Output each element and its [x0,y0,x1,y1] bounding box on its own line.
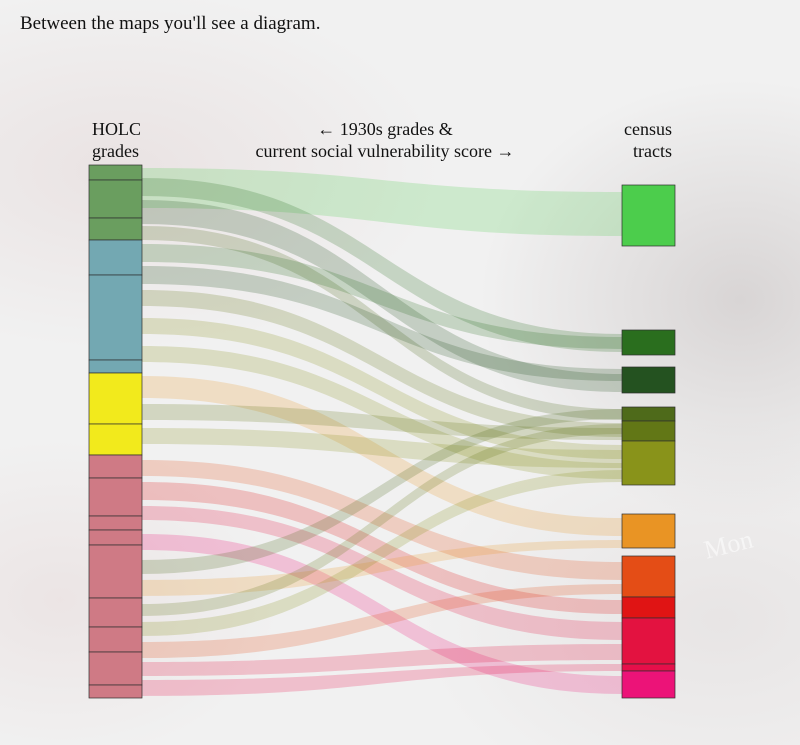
sankey-flows [142,168,622,696]
census-tract-nodes [621,184,676,699]
sankey-flow [142,346,622,479]
census-tract-segment [621,513,676,549]
sankey-flow [142,428,622,468]
census-tracts-header: census tracts [560,118,672,162]
census-tract-segment [621,406,676,422]
sankey-flow [142,424,622,616]
sankey-flow [142,178,622,352]
holc-grade-segment [88,544,143,599]
census-tract-segment [621,440,676,486]
holc-grade-segment [88,477,143,517]
sankey-flow [142,244,622,349]
sankey-flow [142,664,622,696]
holc-grade-segment [88,529,143,546]
holc-grade-segment [88,626,143,653]
census-tract-segment [621,420,676,442]
sankey-flow [142,506,622,640]
census-tract-segment [621,663,676,672]
census-tract-segment [621,329,676,356]
holc-grade-segment [88,372,143,425]
diagram-subtitle-line2: current social vulnerability score → [255,141,515,161]
census-tract-segment [621,366,676,394]
sankey-flow [142,470,622,636]
sankey-flow [142,644,622,676]
sankey-flow [142,168,622,236]
census-tract-segment [621,617,676,665]
holc-grade-segment [88,651,143,686]
holc-grade-segment [88,164,143,181]
census-tract-segment [621,184,676,247]
sankey-flow [142,226,622,420]
diagram-subtitle: ← 1930s grades & current social vulnerab… [190,118,580,162]
holc-grades-header: HOLC grades [92,118,141,162]
holc-grade-segment [88,597,143,628]
sankey-flow [142,376,622,536]
sankey-flow [142,482,622,614]
holc-grade-nodes [88,164,143,699]
sankey-flow [142,584,622,658]
sankey-flow [142,404,622,440]
holc-grades-header-line2: grades [92,141,139,161]
sankey-flow [142,534,622,694]
sankey-flow [142,460,622,580]
census-tracts-header-line2: tracts [633,141,672,161]
sankey-flow [142,318,622,459]
sankey-flow [142,290,622,437]
census-tract-segment [621,596,676,619]
sankey-flow [142,200,622,392]
holc-grade-segment [88,684,143,699]
diagram-subtitle-line1: ← 1930s grades & [317,119,453,139]
sankey-flow [142,540,622,596]
sankey-flow [142,409,622,574]
census-tract-segment [621,670,676,699]
census-tract-segment [621,555,676,598]
holc-grade-segment [88,239,143,276]
holc-grade-segment [88,454,143,479]
holc-grade-segment [88,217,143,241]
holc-grade-segment [88,423,143,456]
holc-grade-segment [88,274,143,361]
holc-grade-segment [88,179,143,219]
census-tracts-header-line1: census [624,119,672,139]
sankey-flow [142,266,622,381]
holc-grade-segment [88,515,143,531]
holc-grade-segment [88,359,143,374]
page-caption: Between the maps you'll see a diagram. [20,13,321,34]
holc-grades-header-line1: HOLC [92,119,141,139]
